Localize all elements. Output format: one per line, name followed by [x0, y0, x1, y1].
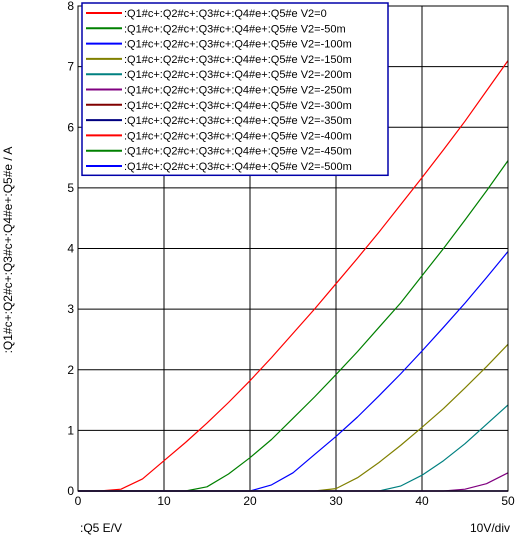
- x-tick-label: 10: [157, 494, 171, 508]
- legend: :Q1#c+:Q2#c+:Q3#c+:Q4#e+:Q5#e V2=0 :Q1#c+…: [81, 2, 389, 177]
- x-axis-label: :Q5 E/V: [80, 521, 122, 535]
- legend-entry: :Q1#c+:Q2#c+:Q3#c+:Q4#e+:Q5#e V2=-250m: [124, 85, 352, 97]
- x-tick-label: 50: [501, 494, 515, 508]
- x-tick-label: 30: [329, 494, 343, 508]
- legend-entry: :Q1#c+:Q2#c+:Q3#c+:Q4#e+:Q5#e V2=-500m: [124, 161, 352, 173]
- legend-box: [81, 2, 389, 177]
- legend-entry: :Q1#c+:Q2#c+:Q3#c+:Q4#e+:Q5#e V2=-300m: [124, 100, 352, 112]
- legend-entry: :Q1#c+:Q2#c+:Q3#c+:Q4#e+:Q5#e V2=-100m: [124, 39, 352, 51]
- x-tick-label: 40: [415, 494, 429, 508]
- y-tick-label: 0: [67, 484, 74, 498]
- legend-entry: :Q1#c+:Q2#c+:Q3#c+:Q4#e+:Q5#e V2=-400m: [124, 130, 352, 142]
- y-tick-label: 6: [67, 120, 74, 134]
- scale-note: 10V/div: [470, 521, 510, 535]
- series-line-0: [78, 60, 509, 492]
- series-line-2: [78, 251, 509, 492]
- y-tick-label: 4: [67, 242, 74, 256]
- y-tick-label: 8: [67, 0, 74, 13]
- x-tick-label: 0: [75, 494, 82, 508]
- y-tick-label: 5: [67, 181, 74, 195]
- y-axis-label: :Q1#c+:Q2#c+:Q3#c+:Q4#e+:Q5#e / A: [1, 147, 15, 354]
- y-tick-label: 3: [67, 302, 74, 316]
- tick-labels: 0 10 20 30 40 50 0 1 2 3 4 5 6 7 8: [67, 0, 515, 508]
- x-tick-label: 20: [243, 494, 257, 508]
- series-line-1: [78, 160, 509, 492]
- legend-entry: :Q1#c+:Q2#c+:Q3#c+:Q4#e+:Q5#e V2=-350m: [124, 115, 352, 127]
- legend-entry: :Q1#c+:Q2#c+:Q3#c+:Q4#e+:Q5#e V2=-450m: [124, 146, 352, 158]
- legend-entry: :Q1#c+:Q2#c+:Q3#c+:Q4#e+:Q5#e V2=-50m: [124, 23, 346, 35]
- series-line-5: [78, 472, 509, 492]
- legend-entry: :Q1#c+:Q2#c+:Q3#c+:Q4#e+:Q5#e V2=-150m: [124, 54, 352, 66]
- legend-entry: :Q1#c+:Q2#c+:Q3#c+:Q4#e+:Q5#e V2=0: [124, 8, 327, 20]
- y-tick-label: 2: [67, 363, 74, 377]
- y-tick-label: 1: [67, 423, 74, 437]
- y-tick-label: 7: [67, 60, 74, 74]
- legend-entry: :Q1#c+:Q2#c+:Q3#c+:Q4#e+:Q5#e V2=-200m: [124, 69, 352, 81]
